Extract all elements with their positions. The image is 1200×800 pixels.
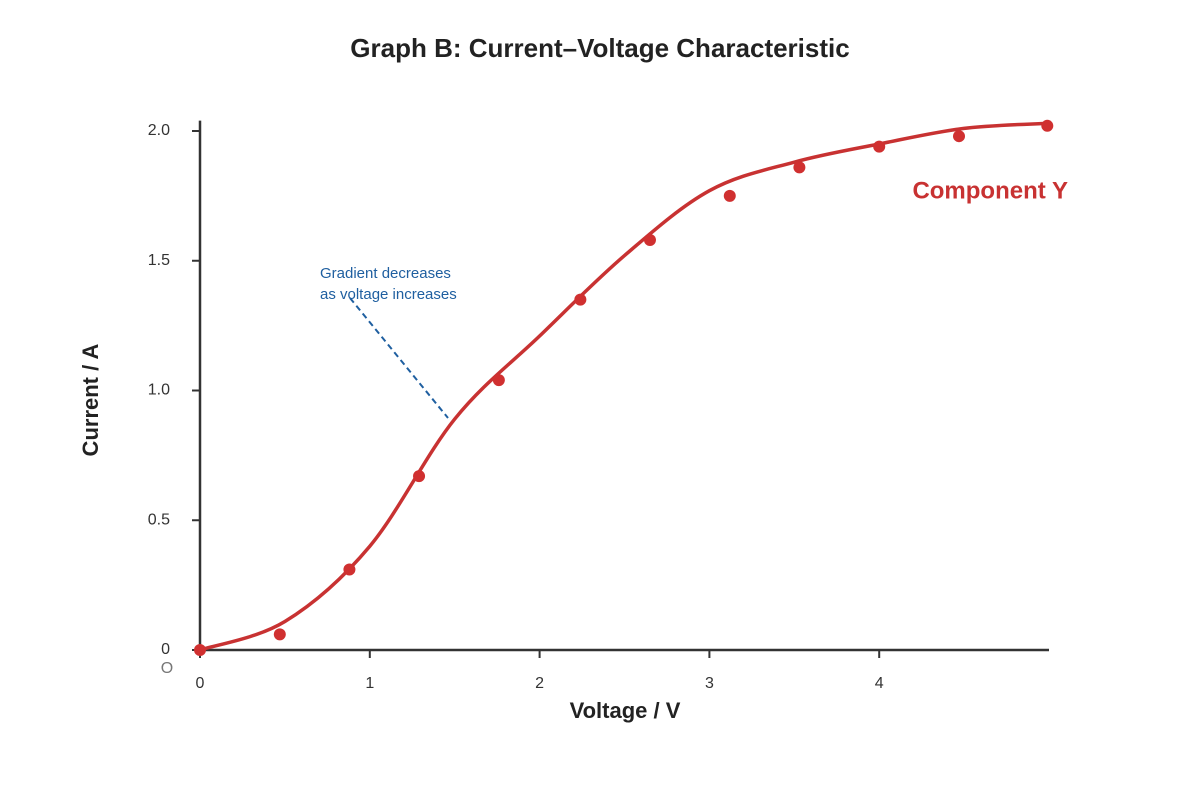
y-axis-title: Current / A: [78, 343, 103, 456]
x-tick-label: 4: [875, 675, 884, 692]
x-tick-label: 0: [196, 675, 205, 692]
y-tick-label: 1.5: [148, 252, 170, 269]
y-tick-label: 0: [161, 641, 170, 658]
data-point: [793, 161, 806, 174]
annotation-pointer: [349, 297, 449, 419]
data-point: [953, 130, 966, 143]
data-point: [723, 189, 736, 202]
y-tick-label: 0.5: [148, 511, 170, 528]
x-tick-label: 3: [705, 675, 714, 692]
x-tick-label: 2: [535, 675, 544, 692]
y-tick-label: 2.0: [148, 122, 170, 139]
y-tick-label: 1.0: [148, 382, 170, 399]
data-point: [413, 470, 426, 483]
annotation: as voltage increases: [320, 286, 457, 303]
data-point: [273, 628, 286, 641]
data-point: [574, 293, 587, 306]
data-point: [343, 563, 356, 576]
data-point: [873, 140, 886, 153]
origin-label: O: [161, 660, 173, 677]
data-point: [1041, 119, 1054, 132]
data-point: [194, 644, 206, 656]
data-point: [643, 233, 656, 246]
x-tick-label: 1: [365, 675, 374, 692]
annotation: Gradient decreases: [320, 265, 451, 282]
chart-title: Graph B: Current–Voltage Characteristic: [350, 33, 849, 63]
x-axis-title: Voltage / V: [570, 698, 681, 723]
series-label: Component Y: [912, 177, 1068, 204]
data-point: [492, 374, 505, 387]
